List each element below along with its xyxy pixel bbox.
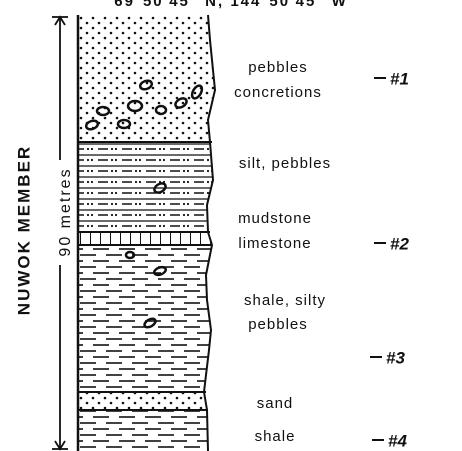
lithology-label: pebbles	[248, 59, 308, 76]
thickness-label: 90 metres	[57, 167, 74, 256]
sample-label: #2	[390, 234, 409, 253]
unit-label: NUWOK MEMBER	[14, 145, 33, 315]
sample-label: #4	[388, 431, 407, 450]
lithology-label: silt, pebbles	[239, 155, 331, 172]
lithology-label: shale, silty	[244, 292, 326, 309]
stratigraphic-column: 69°50'45" N, 144°50'45" W	[0, 0, 462, 451]
sample-label: #1	[390, 69, 409, 88]
sample-dashes	[370, 78, 386, 440]
lithology-label: pebbles	[248, 316, 308, 333]
lithology-label: concretions	[234, 84, 322, 101]
lithology-label: shale	[255, 428, 296, 445]
header-location: 69°50'45" N, 144°50'45" W	[114, 0, 347, 10]
sample-label: #3	[386, 348, 405, 367]
lithology-label: limestone	[238, 235, 311, 252]
lithology-label: mudstone	[238, 210, 312, 227]
lithology-label: sand	[257, 395, 294, 412]
